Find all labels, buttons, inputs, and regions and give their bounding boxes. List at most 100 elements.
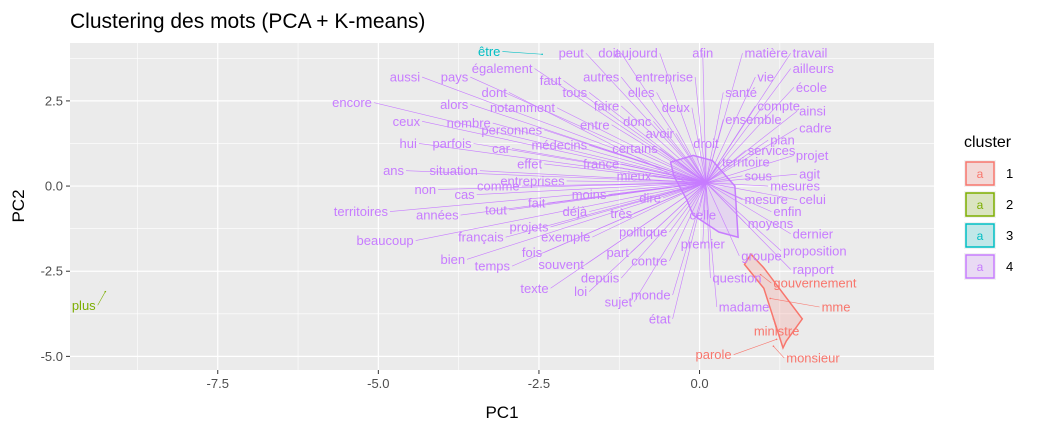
x-axis: -7.5 -5.0 -2.5 0.0: [207, 370, 709, 391]
word-label: territoires: [334, 204, 389, 219]
word-label: non: [414, 182, 436, 197]
word-label: enfin: [773, 204, 801, 219]
label-segment: [511, 182, 707, 267]
legend-key-glyph: a: [977, 229, 984, 243]
label-segment: [633, 182, 707, 303]
label-segment: [505, 182, 707, 238]
word-label: comme: [477, 179, 520, 194]
word-label: pays: [441, 70, 469, 85]
word-label: mme: [822, 299, 851, 314]
label-segment: [702, 182, 707, 244]
label-segment: [669, 182, 707, 233]
word-label: projet: [796, 148, 829, 163]
y-tick-label: -5.0: [41, 349, 63, 364]
legend-label: 4: [1006, 259, 1013, 274]
word-label: médecins: [531, 138, 587, 153]
word-label: tous: [563, 85, 588, 100]
word-label: doit: [598, 46, 619, 61]
label-segment: [563, 80, 707, 183]
word-label: santé: [725, 85, 757, 100]
label-segment: [675, 133, 707, 183]
word-label: ceux: [393, 114, 421, 129]
label-segment: [705, 182, 798, 200]
word-label: entreprises: [500, 173, 565, 188]
word-label: certains: [612, 141, 658, 156]
label-segment: [550, 182, 707, 289]
label-segment: [659, 148, 707, 183]
label-segment: [588, 92, 707, 183]
word-label: loi: [574, 284, 587, 299]
legend-key-bg: [964, 191, 996, 218]
label-segment: [691, 107, 707, 183]
label-segment: [470, 76, 707, 183]
legend-title: cluster: [964, 134, 1012, 151]
data-points: [104, 53, 778, 347]
label-segment: [566, 180, 706, 183]
label-segment: [705, 150, 746, 183]
point-dont: [685, 181, 688, 184]
word-label: dernier: [793, 226, 834, 241]
label-segment: [438, 182, 706, 190]
label-segment: [770, 298, 820, 308]
word-label: part: [606, 245, 629, 260]
label-segment: [421, 76, 707, 183]
label-segment: [705, 110, 798, 183]
plot-panel: [70, 43, 934, 370]
word-label: agit: [799, 167, 820, 182]
word-label: notamment: [490, 100, 555, 115]
word-label: moyens: [748, 216, 794, 231]
word-label: beaucoup: [357, 233, 414, 248]
label-segment: [511, 148, 707, 183]
word-label: cas: [454, 187, 475, 202]
legend-key: [965, 192, 995, 217]
label-segment: [621, 105, 707, 183]
word-label: temps: [475, 259, 511, 274]
label-segment: [672, 182, 707, 296]
label-segment: [592, 182, 707, 238]
x-tick-label: -7.5: [207, 376, 229, 391]
word-label: situation: [429, 163, 477, 178]
word-label: premier: [681, 236, 726, 251]
word-label: déjà: [563, 204, 588, 219]
word-label: sujet: [605, 294, 633, 309]
label-segment: [508, 92, 687, 183]
word-label: cadre: [799, 121, 832, 136]
word-label: très: [610, 206, 632, 221]
word-label: monsieur: [786, 351, 840, 366]
x-tick-label: -2.5: [528, 376, 550, 391]
point-gouvernement: [759, 273, 762, 276]
label-segment: [760, 274, 772, 284]
word-label: ainsi: [799, 104, 826, 119]
label-segment: [97, 291, 106, 306]
label-segment: [705, 139, 769, 183]
point-monsieur: [772, 345, 775, 347]
word-label: années: [416, 208, 459, 223]
point-parole: [775, 338, 778, 341]
word-label: texte: [520, 281, 548, 296]
label-segment: [669, 182, 707, 262]
point-ministre: [772, 318, 775, 320]
word-label: faut: [540, 73, 562, 88]
word-label: mesures: [770, 179, 820, 194]
word-label: également: [472, 61, 533, 76]
word-label: question: [712, 271, 761, 286]
label-segment: [621, 182, 707, 279]
label-segment: [705, 182, 782, 252]
word-label: celle: [689, 208, 716, 223]
label-segment: [705, 182, 791, 235]
label-segment: [508, 182, 706, 211]
word-label: contre: [631, 254, 667, 269]
x-axis-title: PC1: [485, 403, 518, 422]
label-segment: [492, 122, 707, 183]
word-label: projets: [510, 219, 550, 234]
label-segment: [653, 175, 706, 183]
label-segment: [705, 155, 794, 183]
label-segment: [702, 53, 707, 183]
label-segment: [705, 175, 743, 183]
word-label: ailleurs: [793, 61, 835, 76]
point-plus: [104, 290, 107, 293]
label-segment: [705, 92, 724, 183]
legend-key: [965, 161, 995, 186]
point-être: [541, 53, 543, 56]
